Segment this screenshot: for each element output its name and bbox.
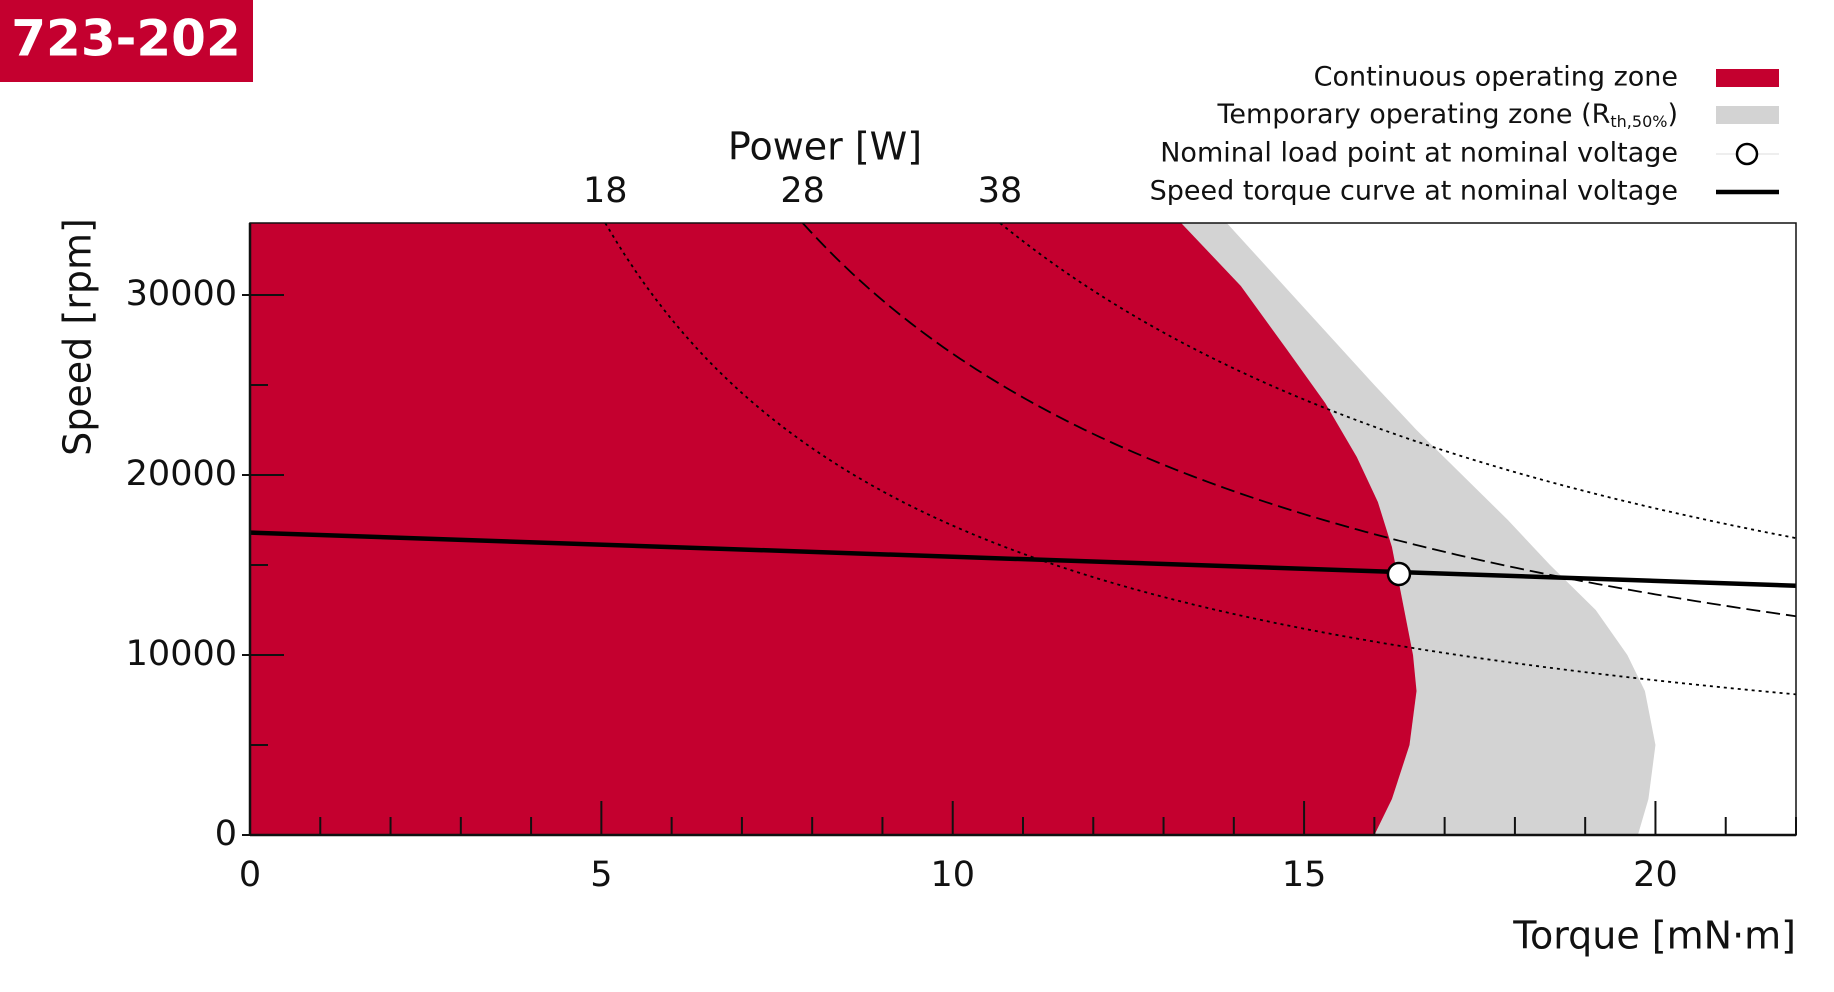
x-tick-label: 0 xyxy=(239,855,261,895)
legend-label: Speed torque curve at nominal voltage xyxy=(1150,176,1678,207)
x-tick-label: 20 xyxy=(1633,855,1678,895)
x-tick-label: 15 xyxy=(1282,855,1327,895)
power-tick-label: 28 xyxy=(780,171,825,211)
power-curve xyxy=(999,223,1796,539)
legend-label-part: ) xyxy=(1667,99,1678,130)
y-tick-label: 10000 xyxy=(126,634,237,674)
chart-title: 723-202 xyxy=(11,10,241,68)
legend-label: Nominal load point at nominal voltage xyxy=(1160,138,1678,169)
power-tick-label: 18 xyxy=(583,171,628,211)
legend-swatch xyxy=(1716,106,1779,124)
operating-zone xyxy=(250,223,1417,835)
nominal-point xyxy=(1386,561,1412,587)
power-curve xyxy=(604,223,1796,696)
power-curve xyxy=(801,223,1796,618)
y-axis-title: Speed [rpm] xyxy=(56,218,100,456)
power-tick-label: 38 xyxy=(978,171,1023,211)
legend-label-part: th,50% xyxy=(1610,112,1667,131)
x-tick-label: 10 xyxy=(930,855,975,895)
x-axis-title: Torque [mN·m] xyxy=(1512,914,1796,958)
x-tick-label: 5 xyxy=(590,855,612,895)
top-axis-title: Power [W] xyxy=(728,125,922,169)
badge xyxy=(0,0,253,82)
legend-label: Continuous operating zone xyxy=(1314,62,1678,93)
legend-swatch xyxy=(1716,69,1779,87)
y-tick-label: 20000 xyxy=(126,454,237,494)
speed-torque-line xyxy=(249,530,1797,588)
y-tick-label: 30000 xyxy=(126,274,237,314)
legend-label: Temporary operating zone (Rth,50%) xyxy=(1216,99,1678,131)
legend-label-part: Temporary operating zone (R xyxy=(1216,99,1610,130)
legend-marker xyxy=(1735,142,1759,166)
y-tick-label: 0 xyxy=(215,814,237,854)
